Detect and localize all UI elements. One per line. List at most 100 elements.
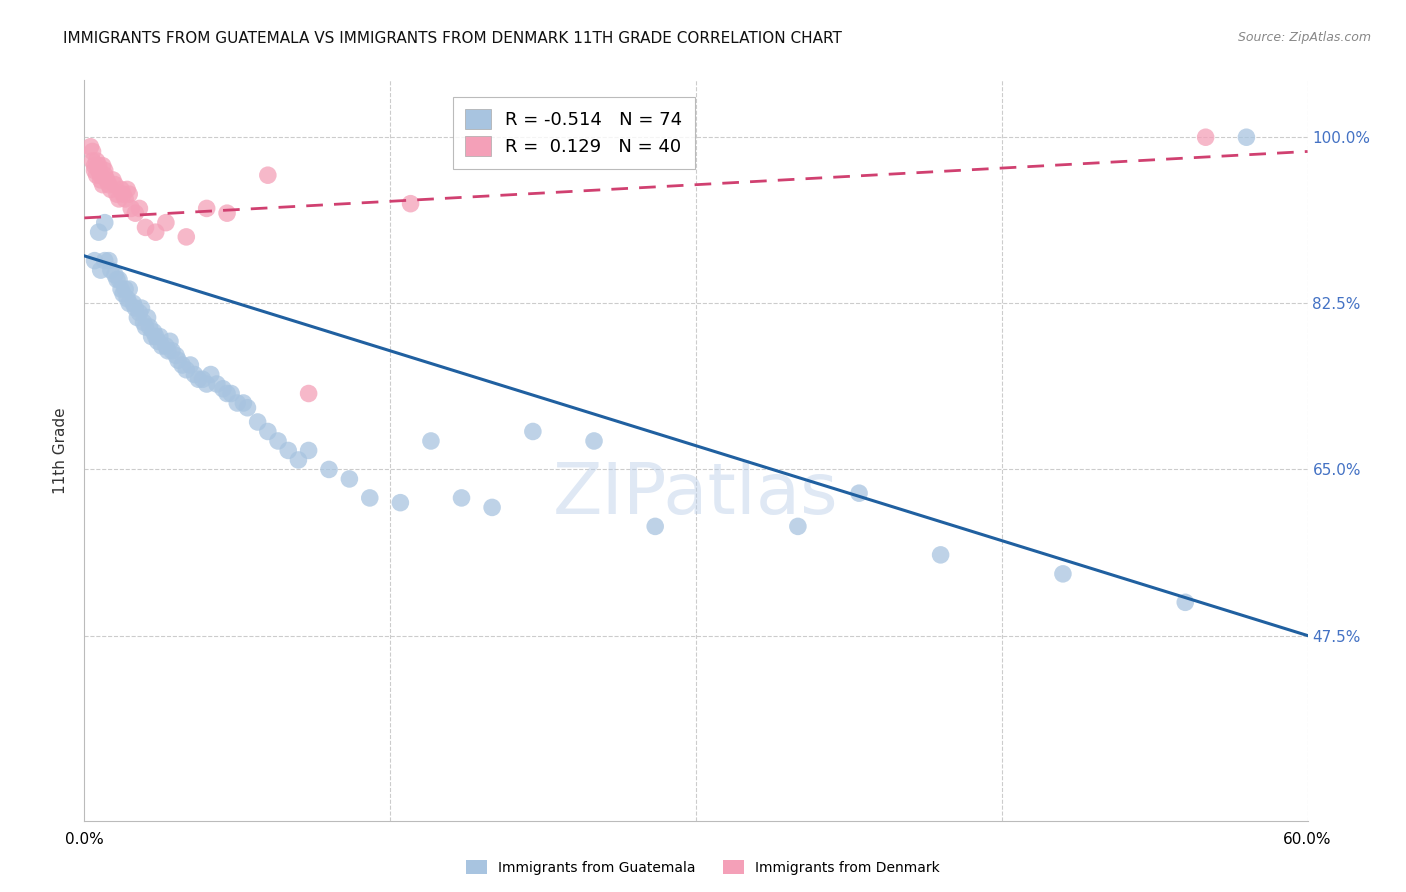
Point — [257, 168, 280, 182]
Point — [118, 282, 141, 296]
Point — [787, 519, 810, 533]
Point — [122, 296, 145, 310]
Point — [135, 320, 157, 334]
Point — [124, 206, 146, 220]
Point — [146, 334, 169, 349]
Point — [87, 159, 110, 173]
Point — [246, 415, 269, 429]
Point — [174, 363, 197, 377]
Point — [138, 320, 160, 334]
Point — [108, 272, 131, 286]
Point — [128, 306, 150, 320]
Point — [124, 301, 146, 315]
Point — [97, 178, 120, 192]
Point — [156, 343, 179, 358]
Point — [145, 225, 167, 239]
Point — [131, 301, 153, 315]
Point — [200, 368, 222, 382]
Point — [1236, 130, 1258, 145]
Point — [83, 163, 105, 178]
Point — [82, 153, 104, 168]
Point — [179, 358, 201, 372]
Point — [174, 230, 197, 244]
Point — [96, 173, 118, 187]
Point — [1052, 566, 1074, 581]
Point — [217, 386, 239, 401]
Point — [104, 268, 127, 282]
Point — [150, 339, 173, 353]
Point — [848, 486, 870, 500]
Point — [1174, 595, 1197, 609]
Point — [1195, 130, 1218, 145]
Point — [399, 196, 422, 211]
Point — [118, 187, 141, 202]
Point — [110, 182, 132, 196]
Point — [100, 263, 122, 277]
Point — [389, 496, 412, 510]
Point — [339, 472, 361, 486]
Point — [112, 286, 135, 301]
Point — [187, 372, 209, 386]
Point — [115, 182, 138, 196]
Point — [195, 202, 218, 216]
Legend: R = -0.514   N = 74, R =  0.129   N = 40: R = -0.514 N = 74, R = 0.129 N = 40 — [453, 96, 695, 169]
Point — [110, 282, 132, 296]
Point — [90, 173, 112, 187]
Point — [160, 343, 183, 358]
Point — [91, 159, 114, 173]
Point — [128, 202, 150, 216]
Text: Source: ZipAtlas.com: Source: ZipAtlas.com — [1237, 31, 1371, 45]
Point — [90, 168, 112, 182]
Point — [257, 425, 280, 439]
Point — [101, 173, 124, 187]
Point — [191, 372, 214, 386]
Point — [114, 192, 136, 206]
Point — [165, 349, 187, 363]
Point — [87, 163, 110, 178]
Point — [217, 206, 239, 220]
Point — [135, 220, 157, 235]
Point — [183, 368, 205, 382]
Point — [142, 325, 165, 339]
Point — [86, 168, 108, 182]
Point — [112, 187, 135, 202]
Point — [136, 310, 159, 325]
Point — [219, 386, 242, 401]
Point — [267, 434, 290, 448]
Point — [226, 396, 249, 410]
Point — [205, 377, 228, 392]
Point — [83, 253, 105, 268]
Point — [172, 358, 194, 372]
Point — [195, 377, 218, 392]
Point — [298, 443, 321, 458]
Point — [104, 178, 127, 192]
Point — [79, 139, 101, 153]
Point — [450, 491, 472, 505]
Point — [298, 386, 321, 401]
Point — [100, 182, 122, 196]
Point — [86, 153, 108, 168]
Point — [232, 396, 254, 410]
Point — [236, 401, 259, 415]
Point — [97, 253, 120, 268]
Point — [420, 434, 443, 448]
Point — [90, 263, 112, 277]
Point — [212, 382, 235, 396]
Point — [359, 491, 381, 505]
Point — [481, 500, 503, 515]
Point — [155, 216, 177, 230]
Point — [149, 329, 172, 343]
Point — [118, 296, 141, 310]
Point — [105, 272, 128, 286]
Point — [644, 519, 666, 533]
Point — [583, 434, 606, 448]
Point — [155, 339, 177, 353]
Point — [929, 548, 952, 562]
Point — [91, 178, 114, 192]
Point — [277, 443, 299, 458]
Y-axis label: 11th Grade: 11th Grade — [53, 407, 69, 494]
Point — [93, 168, 115, 182]
Point — [87, 225, 110, 239]
Point — [83, 159, 105, 173]
Point — [159, 334, 181, 349]
